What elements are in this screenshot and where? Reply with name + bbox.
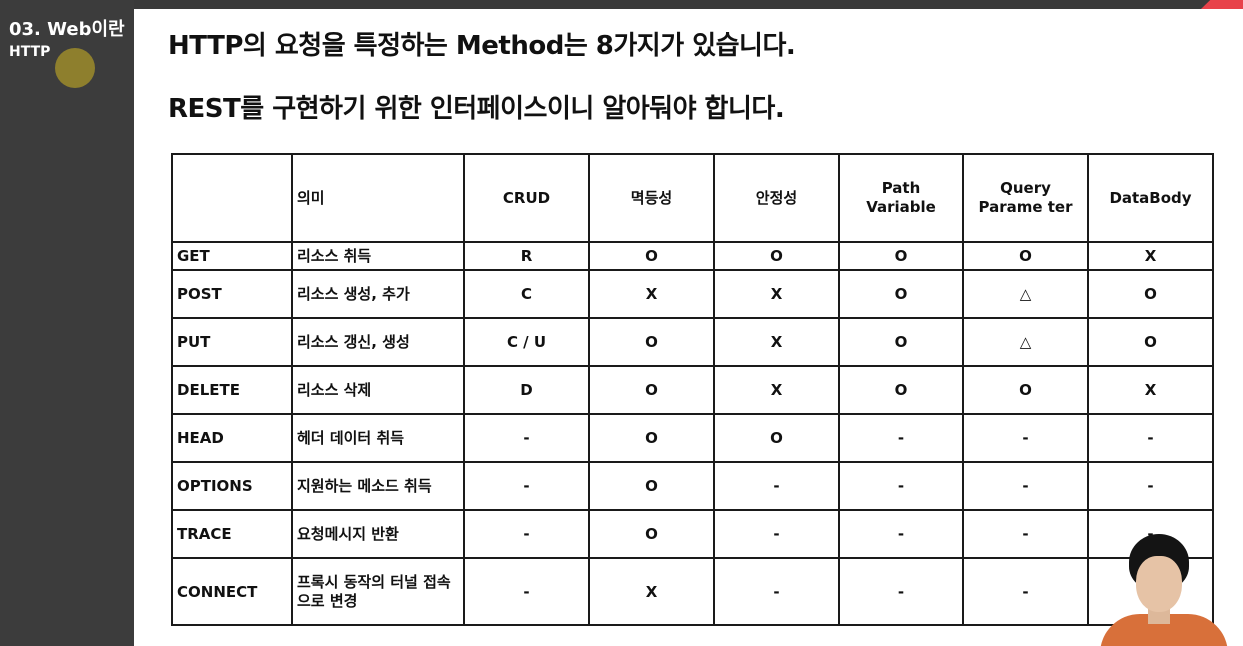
table-header-row: 의미 CRUD 멱등성 안정성 Path Variable Query Para… xyxy=(171,153,1214,243)
table-row: HEAD 헤더 데이터 취득 - O O - - - xyxy=(171,413,1214,463)
cell-databody: - xyxy=(1087,413,1214,463)
http-methods-table: 의미 CRUD 멱등성 안정성 Path Variable Query Para… xyxy=(171,153,1214,626)
cell-meaning: 리소스 갱신, 생성 xyxy=(291,317,465,367)
table-row: DELETE 리소스 삭제 D O X O O X xyxy=(171,365,1214,415)
laser-pointer-highlight xyxy=(55,48,95,88)
table-row: OPTIONS 지원하는 메소드 취득 - O - - - - xyxy=(171,461,1214,511)
cell-method: POST xyxy=(171,269,293,319)
cell-databody: X xyxy=(1087,241,1214,271)
cell-path-variable: O xyxy=(838,269,964,319)
cell-crud: D xyxy=(463,365,590,415)
cell-query-parameter: △ xyxy=(962,317,1089,367)
cell-safe: X xyxy=(713,365,840,415)
cell-path-variable: O xyxy=(838,241,964,271)
section-title: HTTP xyxy=(9,44,51,60)
cell-path-variable: - xyxy=(838,461,964,511)
cell-query-parameter: O xyxy=(962,241,1089,271)
cell-meaning: 지원하는 메소드 취득 xyxy=(291,461,465,511)
column-header-meaning: 의미 xyxy=(291,153,465,243)
cell-meaning: 리소스 생성, 추가 xyxy=(291,269,465,319)
cell-databody: - xyxy=(1087,461,1214,511)
cell-crud: C xyxy=(463,269,590,319)
column-header-safe: 안정성 xyxy=(713,153,840,243)
cell-method: DELETE xyxy=(171,365,293,415)
headline-line-2: REST를 구현하기 위한 인터페이스이니 알아둬야 합니다. xyxy=(168,94,785,124)
top-bar-accent xyxy=(1201,0,1243,9)
cell-path-variable: - xyxy=(838,557,964,626)
presenter-face xyxy=(1136,556,1182,612)
cell-crud: R xyxy=(463,241,590,271)
cell-method: TRACE xyxy=(171,509,293,559)
cell-query-parameter: - xyxy=(962,461,1089,511)
cell-path-variable: O xyxy=(838,365,964,415)
cell-meaning: 리소스 삭제 xyxy=(291,365,465,415)
chapter-title: 03. Web이란 xyxy=(9,19,125,40)
cell-crud: - xyxy=(463,413,590,463)
cell-databody: X xyxy=(1087,365,1214,415)
cell-safe: X xyxy=(713,269,840,319)
column-header-idempotent: 멱등성 xyxy=(588,153,715,243)
cell-query-parameter: - xyxy=(962,413,1089,463)
column-header-crud: CRUD xyxy=(463,153,590,243)
cell-method: OPTIONS xyxy=(171,461,293,511)
cell-method: HEAD xyxy=(171,413,293,463)
cell-path-variable: - xyxy=(838,509,964,559)
cell-path-variable: O xyxy=(838,317,964,367)
cell-crud: - xyxy=(463,461,590,511)
cell-query-parameter: O xyxy=(962,365,1089,415)
table-row: PUT 리소스 갱신, 생성 C / U O X O △ O xyxy=(171,317,1214,367)
cell-safe: O xyxy=(713,413,840,463)
column-header-method xyxy=(171,153,293,243)
cell-databody: O xyxy=(1087,317,1214,367)
sidebar: 03. Web이란 HTTP xyxy=(0,0,134,646)
cell-safe: - xyxy=(713,557,840,626)
column-header-query-parameter: Query Parame ter xyxy=(962,153,1089,243)
cell-query-parameter: - xyxy=(962,557,1089,626)
cell-idempotent: O xyxy=(588,241,715,271)
cell-databody: O xyxy=(1087,269,1214,319)
presenter-video xyxy=(1098,528,1230,646)
cell-query-parameter: - xyxy=(962,509,1089,559)
cell-method: CONNECT xyxy=(171,557,293,626)
cell-safe: X xyxy=(713,317,840,367)
cell-path-variable: - xyxy=(838,413,964,463)
table-row: POST 리소스 생성, 추가 C X X O △ O xyxy=(171,269,1214,319)
cell-meaning: 헤더 데이터 취득 xyxy=(291,413,465,463)
cell-safe: - xyxy=(713,461,840,511)
cell-idempotent: O xyxy=(588,461,715,511)
column-header-query-parameter-label: Query Parame ter xyxy=(978,179,1073,216)
column-header-databody: DataBody xyxy=(1087,153,1214,243)
cell-idempotent: O xyxy=(588,317,715,367)
cell-crud: - xyxy=(463,509,590,559)
cell-idempotent: O xyxy=(588,509,715,559)
cell-idempotent: X xyxy=(588,269,715,319)
cell-safe: O xyxy=(713,241,840,271)
cell-meaning: 요청메시지 반환 xyxy=(291,509,465,559)
cell-query-parameter: △ xyxy=(962,269,1089,319)
cell-method: PUT xyxy=(171,317,293,367)
cell-method: GET xyxy=(171,241,293,271)
cell-idempotent: X xyxy=(588,557,715,626)
cell-crud: - xyxy=(463,557,590,626)
headline-line-1: HTTP의 요청을 특정하는 Method는 8가지가 있습니다. xyxy=(168,31,796,61)
cell-idempotent: O xyxy=(588,413,715,463)
cell-idempotent: O xyxy=(588,365,715,415)
top-bar xyxy=(0,0,1243,9)
column-header-path-variable: Path Variable xyxy=(838,153,964,243)
cell-crud: C / U xyxy=(463,317,590,367)
table-row: GET 리소스 취득 R O O O O X xyxy=(171,241,1214,271)
cell-safe: - xyxy=(713,509,840,559)
cell-meaning: 리소스 취득 xyxy=(291,241,465,271)
column-header-path-variable-label: Path Variable xyxy=(866,179,936,216)
cell-meaning: 프록시 동작의 터널 접속으로 변경 xyxy=(291,557,465,626)
